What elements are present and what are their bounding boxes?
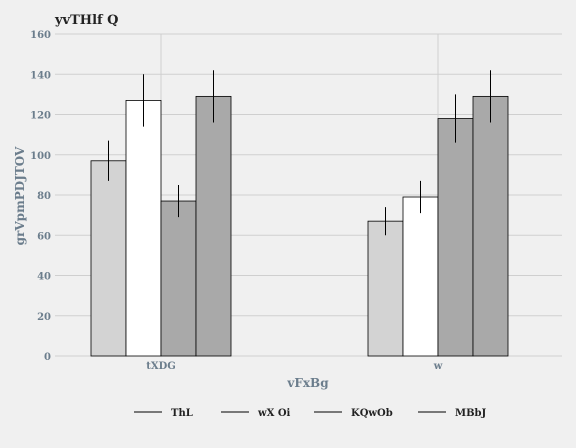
bar <box>125 100 162 357</box>
bar <box>367 220 404 357</box>
y-tick-label: 160 <box>30 30 51 41</box>
legend-entry: KQwOb <box>351 408 393 419</box>
y-tick-label: 80 <box>37 191 51 202</box>
bar <box>402 196 439 357</box>
y-axis-ticks: 0 20 40 60 80 100 120 140 160 <box>30 30 51 363</box>
y-tick-label: 60 <box>37 231 51 242</box>
y-tick-label: 120 <box>30 111 51 122</box>
y-tick-label: 100 <box>30 151 51 162</box>
legend-entry: wX Oi <box>257 408 291 419</box>
legend: ThL wX Oi KQwOb MBbJ <box>134 408 487 419</box>
x-tick-label: tXDG <box>146 361 176 372</box>
legend-entry: MBbJ <box>455 408 487 419</box>
bars <box>90 95 509 357</box>
error-bars <box>108 70 491 236</box>
x-axis-ticks: tXDG w <box>146 361 442 372</box>
x-tick-label: w <box>433 361 443 372</box>
bar <box>90 160 127 357</box>
legend-entry: ThL <box>171 408 193 419</box>
y-axis-label: grVpmPDJTOV <box>13 146 27 245</box>
chart-title: yvTHlf Q <box>54 13 118 28</box>
bar <box>160 200 197 357</box>
x-axis-label: vFxBg <box>286 376 329 390</box>
bar <box>437 118 474 357</box>
y-tick-label: 0 <box>44 352 51 363</box>
y-tick-label: 40 <box>37 272 51 283</box>
y-tick-label: 140 <box>30 70 51 81</box>
bar <box>195 95 232 357</box>
bar <box>472 95 509 357</box>
y-tick-label: 20 <box>37 312 51 323</box>
